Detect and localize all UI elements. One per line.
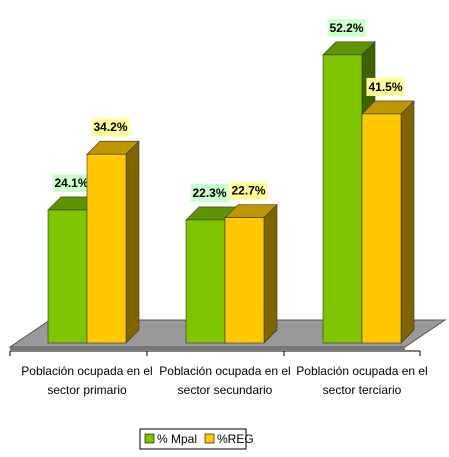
value-label: 22.3% <box>192 186 226 200</box>
bar <box>361 100 415 344</box>
value-label: 41.5% <box>368 80 402 94</box>
value-label: 24.1% <box>54 176 88 190</box>
legend-box <box>139 428 247 450</box>
bar-front <box>185 219 226 344</box>
value-label-bg <box>327 18 366 37</box>
x-tick-label: Población ocupada en el sector primario <box>21 364 153 397</box>
bar-front <box>86 153 127 344</box>
value-label: 22.7% <box>231 184 265 198</box>
legend-swatch <box>144 433 155 444</box>
value-label: 52.2% <box>329 21 363 35</box>
bar <box>224 203 278 344</box>
value-label-bg <box>52 173 91 192</box>
legend-label: % Mpal <box>157 432 197 446</box>
legend-swatch <box>204 433 215 444</box>
x-tick-label: Población ocupada en el sector secundari… <box>159 364 291 397</box>
bar-side <box>400 100 415 344</box>
x-tick-label: Población ocupada en el sector terciario <box>296 364 428 397</box>
bar-front <box>47 209 88 344</box>
value-label-bg <box>190 183 229 202</box>
bar-front <box>224 217 265 344</box>
legend-label: %REG <box>217 432 254 446</box>
bar-front <box>322 54 363 344</box>
value-label: 34.2% <box>93 120 127 134</box>
bar-side <box>263 203 278 344</box>
bar <box>86 140 140 344</box>
floor-edge <box>10 347 405 350</box>
value-label-bg <box>229 181 268 200</box>
bar-front <box>361 113 402 344</box>
bar-side <box>125 140 140 344</box>
value-label-bg <box>91 118 130 137</box>
value-label-bg <box>366 77 405 96</box>
